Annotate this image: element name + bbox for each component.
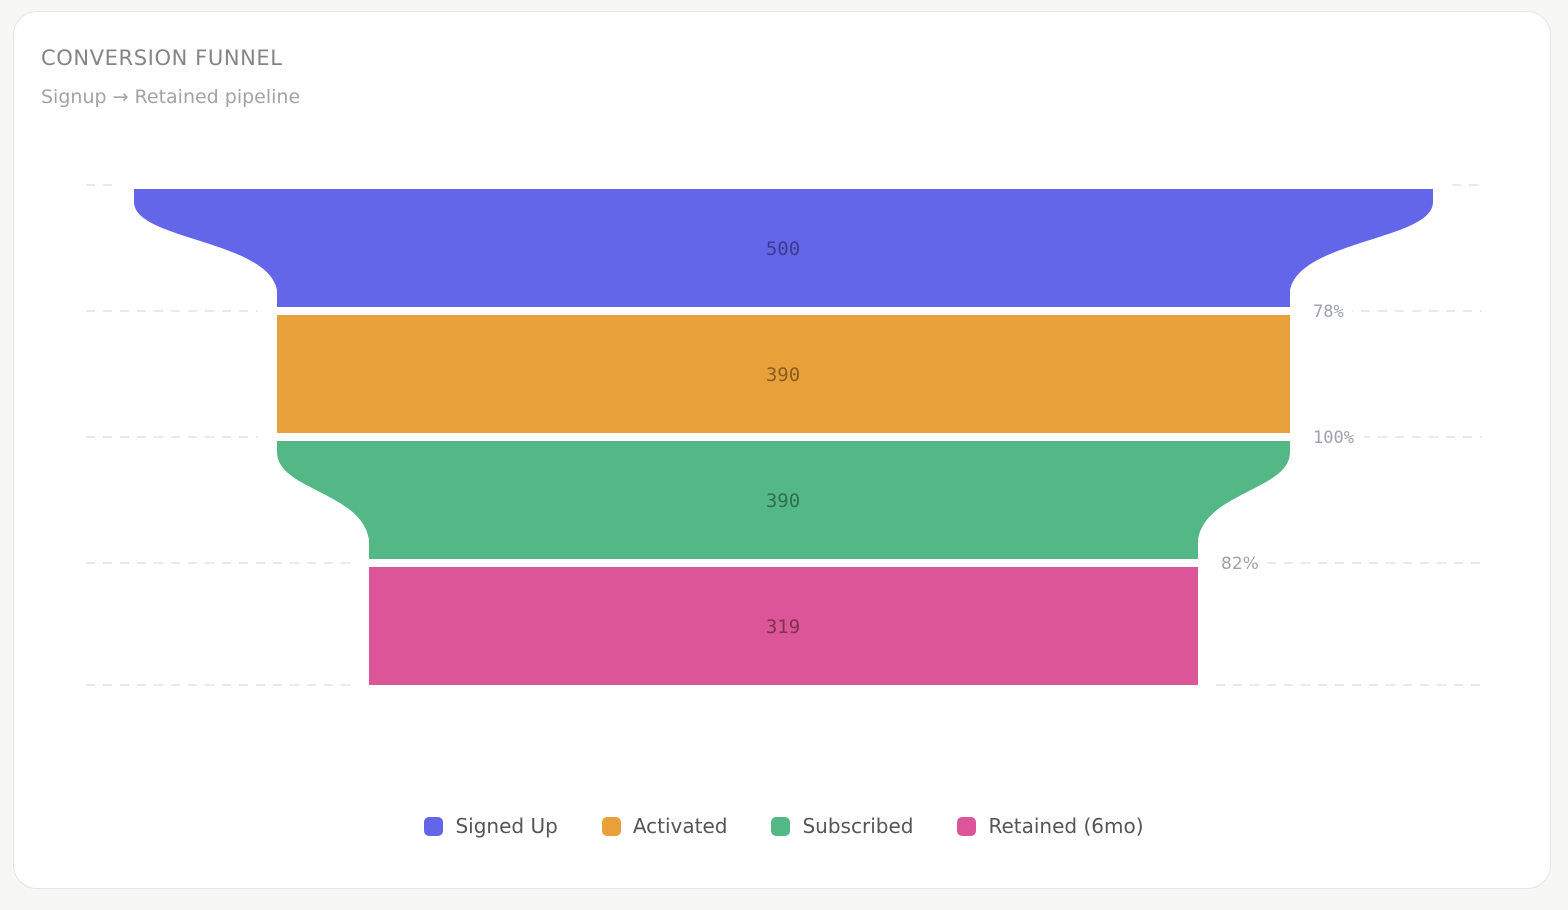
legend-swatch-icon [601, 816, 621, 836]
conversion-rate-label: 78% [1313, 302, 1344, 322]
stage-value-label: 390 [766, 490, 800, 512]
funnel-stage-signed-up[interactable] [134, 189, 1433, 307]
legend-item-subscribed[interactable]: Subscribed [771, 814, 913, 838]
chart-subtitle: Signup → Retained pipeline [41, 86, 301, 108]
funnel-stage-activated[interactable] [277, 315, 1290, 433]
legend-swatch-icon [424, 816, 444, 836]
legend-label: Subscribed [802, 814, 914, 838]
legend-label: Retained (6mo) [988, 814, 1144, 838]
chart-legend: Signed Up Activated Subscribed Retained … [0, 814, 1568, 838]
conversion-rate-label: 100% [1313, 428, 1354, 448]
conversion-rate-label: 82% [1221, 554, 1259, 574]
funnel-stage-retained[interactable] [369, 567, 1198, 685]
grid-lines [86, 184, 1482, 686]
stage-value-label: 319 [766, 616, 800, 638]
funnel-stage-subscribed[interactable] [277, 441, 1290, 559]
chart-title: CONVERSION FUNNEL [41, 46, 283, 70]
legend-item-retained[interactable]: Retained (6mo) [957, 814, 1144, 838]
legend-label: Signed Up [455, 814, 558, 838]
legend-swatch-icon [957, 816, 977, 836]
legend-swatch-icon [771, 816, 791, 836]
legend-item-signed-up[interactable]: Signed Up [424, 814, 558, 838]
legend-label: Activated [632, 814, 728, 838]
legend-item-activated[interactable]: Activated [601, 814, 728, 838]
stage-value-label: 500 [766, 238, 800, 260]
stage-value-label: 390 [766, 364, 800, 386]
